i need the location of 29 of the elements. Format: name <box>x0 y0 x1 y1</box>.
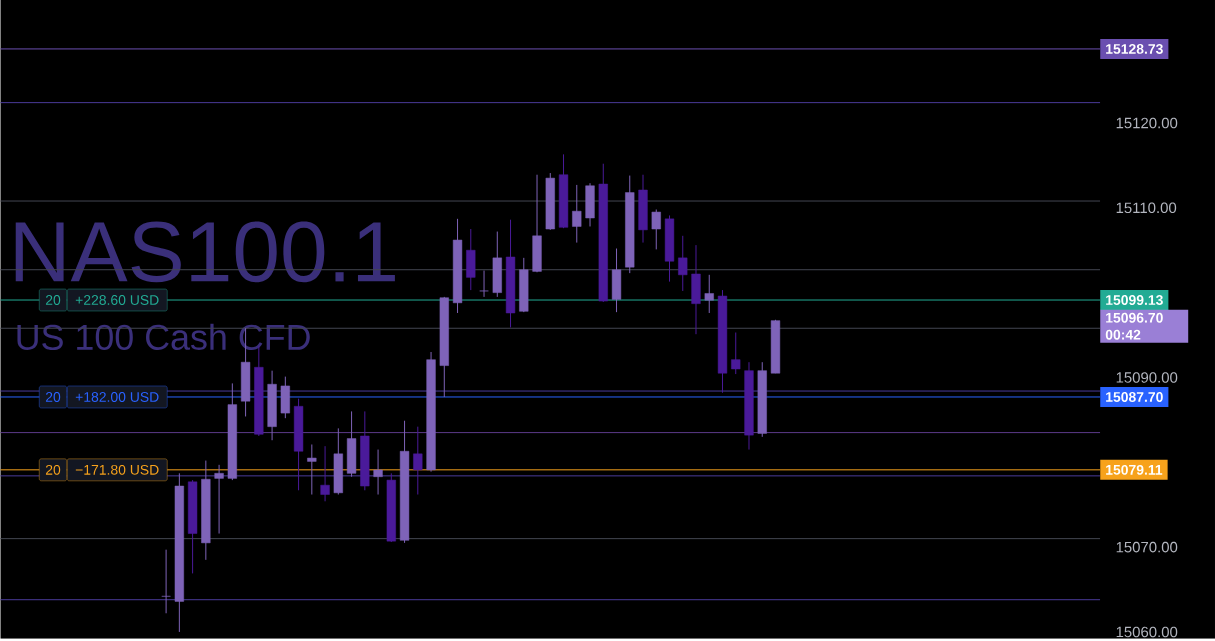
text: NAS100.1 <box>15 221 395 283</box>
ref-line-label: 15079.11 <box>1106 465 1163 475</box>
candlestick <box>678 235 688 292</box>
candlestick <box>214 464 224 535</box>
candlestick <box>373 449 383 496</box>
candlestick <box>307 444 317 496</box>
ref-line-label: 15128.73 <box>1106 44 1163 55</box>
candlestick <box>413 426 423 496</box>
candlestick <box>320 445 330 503</box>
annotation: 20 <box>45 465 61 475</box>
annotation: −171.80 USD <box>75 465 159 475</box>
text: 15096.70 <box>1106 313 1163 323</box>
y-tick-label: 15120.00 <box>1116 117 1178 129</box>
candlestick <box>731 332 741 375</box>
text: 00:42 <box>1105 329 1141 340</box>
ref-line-label: 15087.70 <box>1106 392 1163 403</box>
annotation: 20 <box>45 392 61 403</box>
ref-line-label: 15099.13 <box>1106 295 1163 306</box>
candlestick <box>479 270 489 298</box>
annotation: +228.60 USD <box>75 295 159 306</box>
y-tick-label: 15110.00 <box>1116 202 1177 214</box>
y-tick-label: 15070.00 <box>1116 542 1178 553</box>
y-tick-label: 15090.00 <box>1116 372 1178 383</box>
annotation: 20 <box>45 295 61 306</box>
candlestick <box>704 274 714 314</box>
annotation: +182.00 USD <box>75 392 159 403</box>
candlestick <box>651 209 661 251</box>
y-tick-label: 15060.00 <box>1116 626 1178 638</box>
candlestick <box>572 184 582 244</box>
